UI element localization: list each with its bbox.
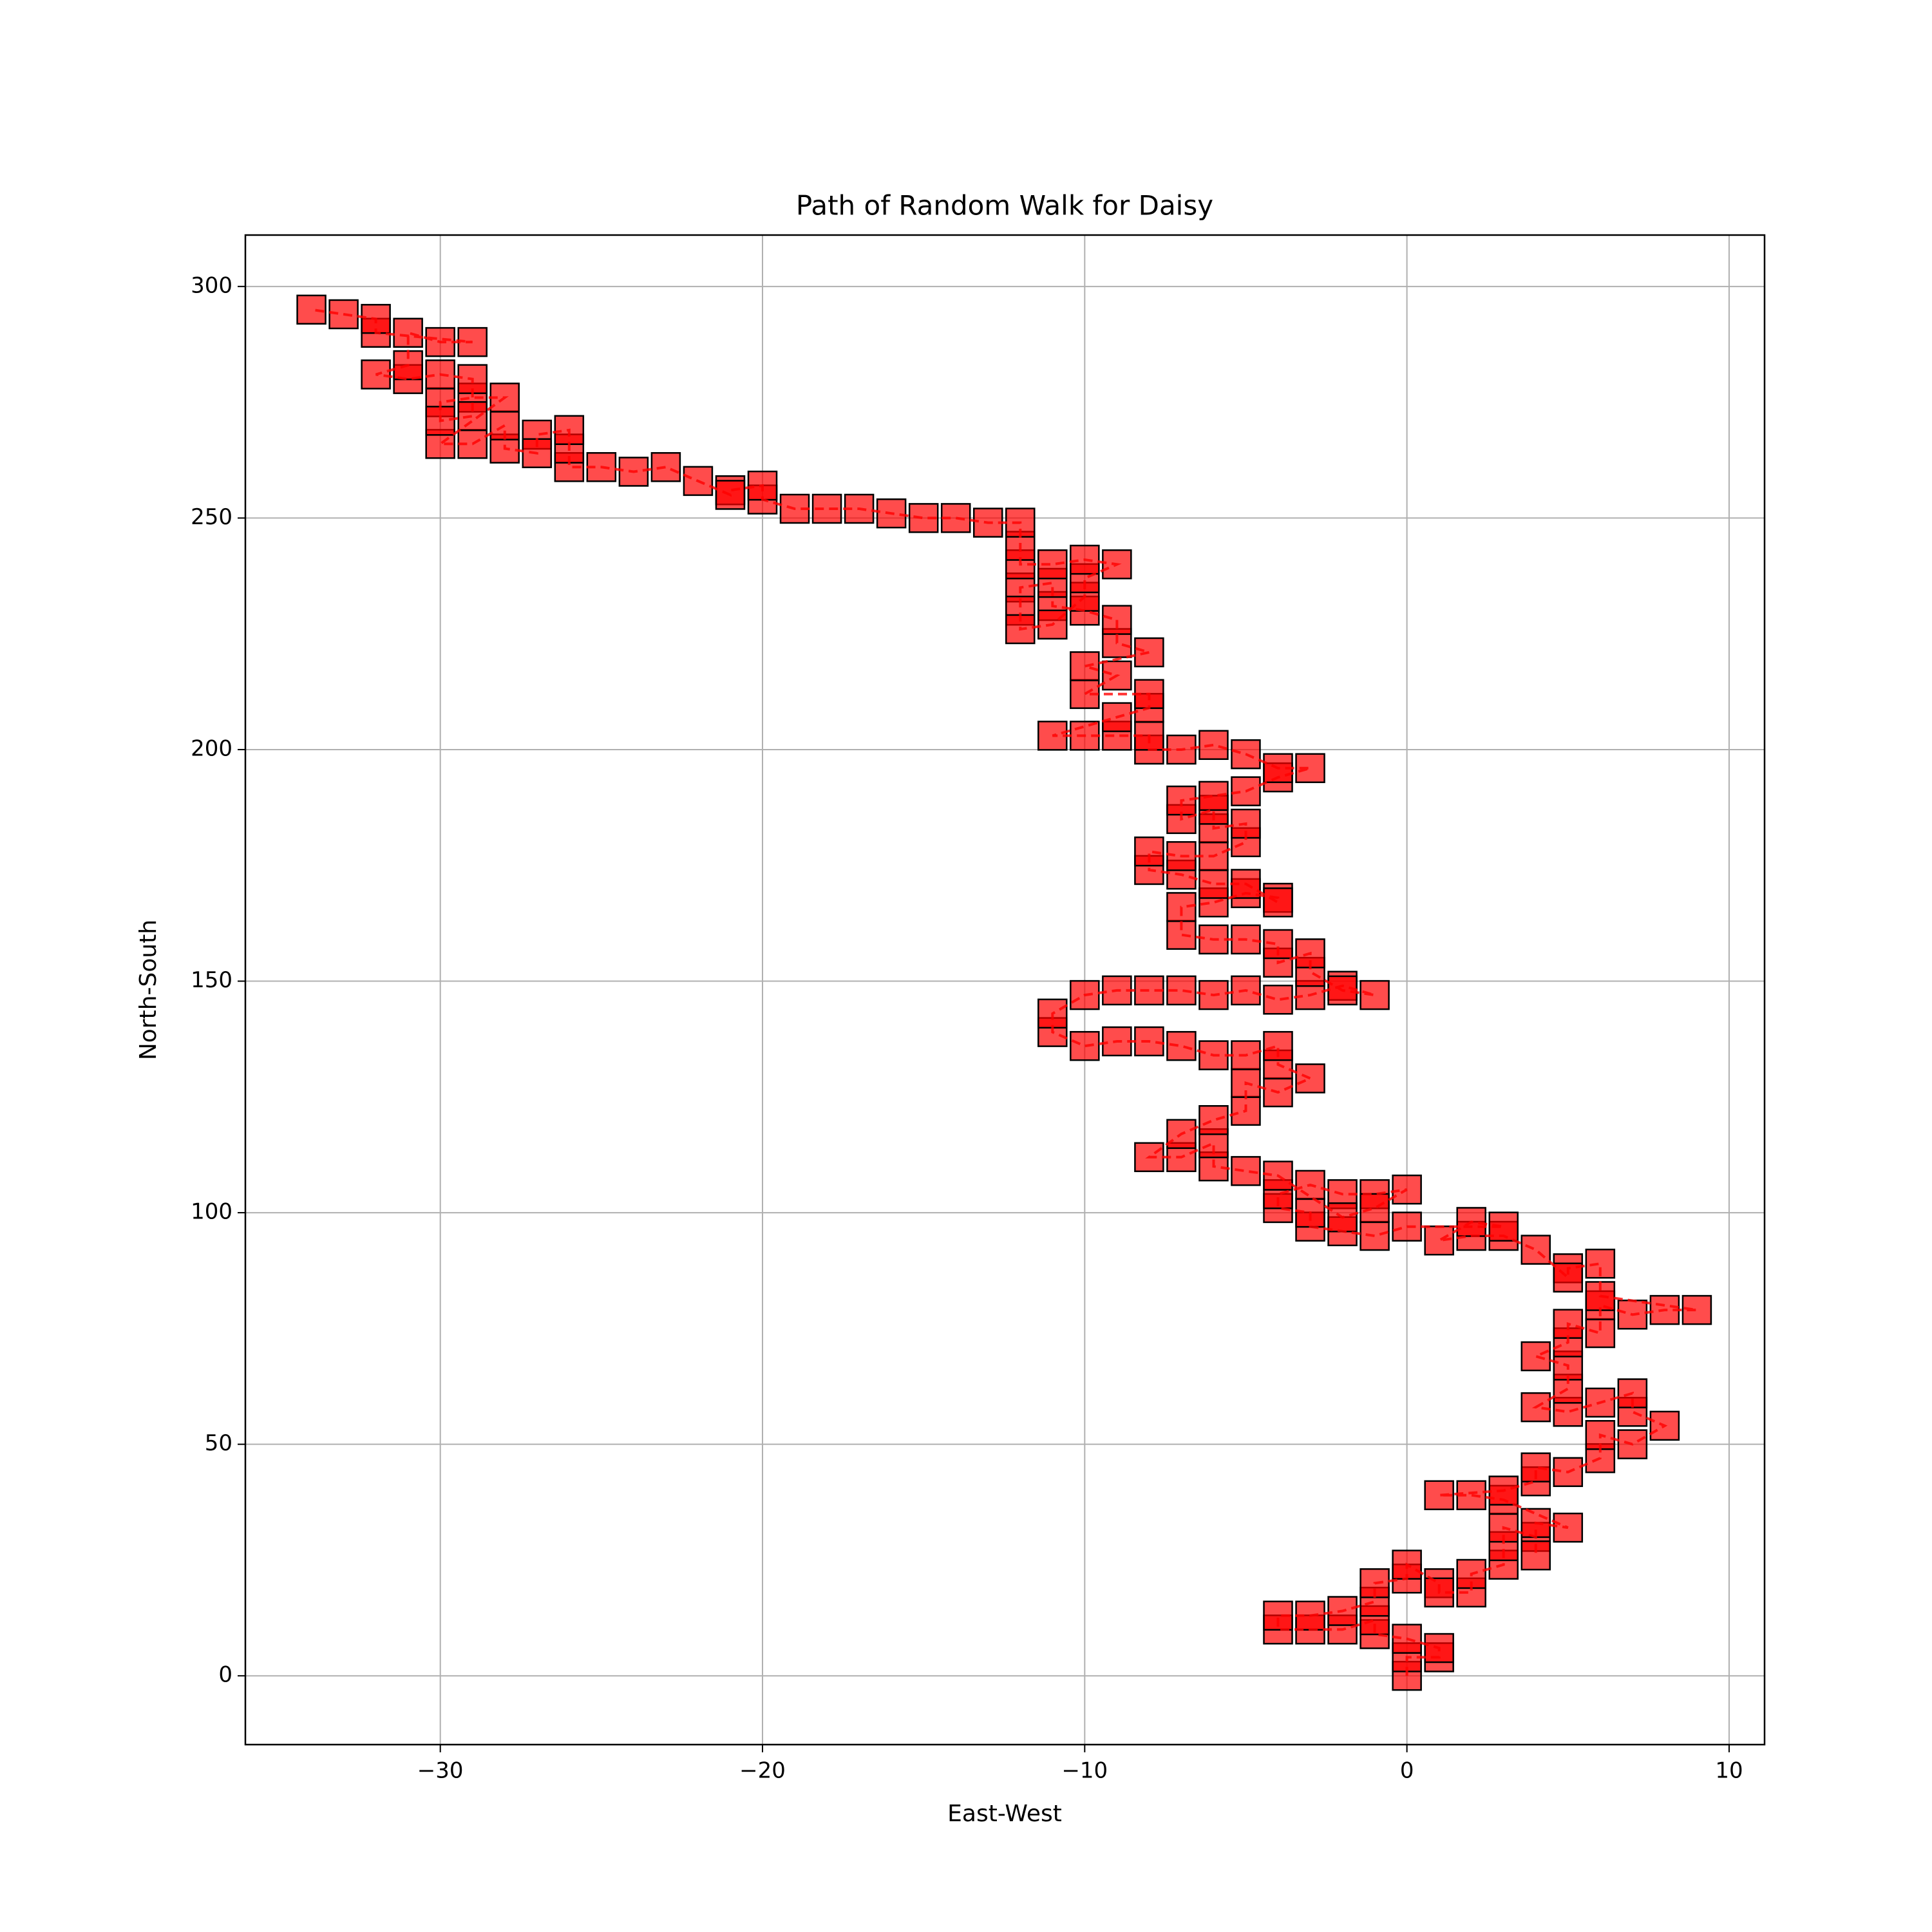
y-tick-label: 200: [191, 735, 232, 761]
marker: [1359, 1193, 1390, 1224]
x-tick-label: −20: [739, 1758, 786, 1784]
marker: [1359, 1220, 1390, 1251]
y-tick-label: 100: [191, 1199, 232, 1225]
x-tick-label: 10: [1715, 1758, 1743, 1784]
marker: [1166, 1030, 1197, 1061]
chart-title: Path of Random Walk for Daisy: [796, 190, 1213, 222]
marker: [1424, 1225, 1454, 1256]
marker: [1102, 605, 1132, 635]
marker: [1520, 1235, 1551, 1265]
marker: [1359, 980, 1390, 1010]
plot-area: [296, 294, 1712, 1691]
marker: [908, 503, 939, 533]
marker: [1198, 730, 1229, 761]
marker: [1520, 1341, 1551, 1372]
y-tick-label: 150: [191, 967, 232, 993]
y-axis-label: North-South: [135, 920, 162, 1060]
x-axis-label: East-West: [947, 1801, 1062, 1827]
marker: [1198, 1105, 1229, 1135]
marker: [1070, 651, 1100, 681]
marker: [1231, 1156, 1261, 1186]
marker: [1134, 637, 1164, 668]
marker: [1424, 1480, 1454, 1510]
marker: [1295, 1063, 1325, 1094]
y-tick-label: 300: [191, 272, 232, 298]
marker: [1198, 781, 1229, 811]
marker: [1295, 1170, 1325, 1200]
y-tick-label: 250: [191, 504, 232, 530]
marker: [393, 317, 423, 348]
x-tick-label: −30: [417, 1758, 464, 1784]
x-tick-label: 0: [1400, 1758, 1414, 1784]
marker: [1263, 887, 1293, 918]
x-tick-label: −10: [1061, 1758, 1108, 1784]
walk-line: [311, 308, 1698, 1676]
marker: [940, 503, 971, 533]
marker: [1456, 1480, 1486, 1510]
plot-frame: [244, 234, 1766, 1746]
y-tick-label: 0: [218, 1662, 232, 1688]
marker: [1295, 753, 1325, 783]
marker: [1070, 1030, 1100, 1061]
marker: [1102, 702, 1132, 732]
marker: [650, 452, 681, 482]
marker: [1263, 985, 1293, 1015]
y-tick-label: 50: [205, 1430, 232, 1456]
marker: [296, 294, 327, 325]
